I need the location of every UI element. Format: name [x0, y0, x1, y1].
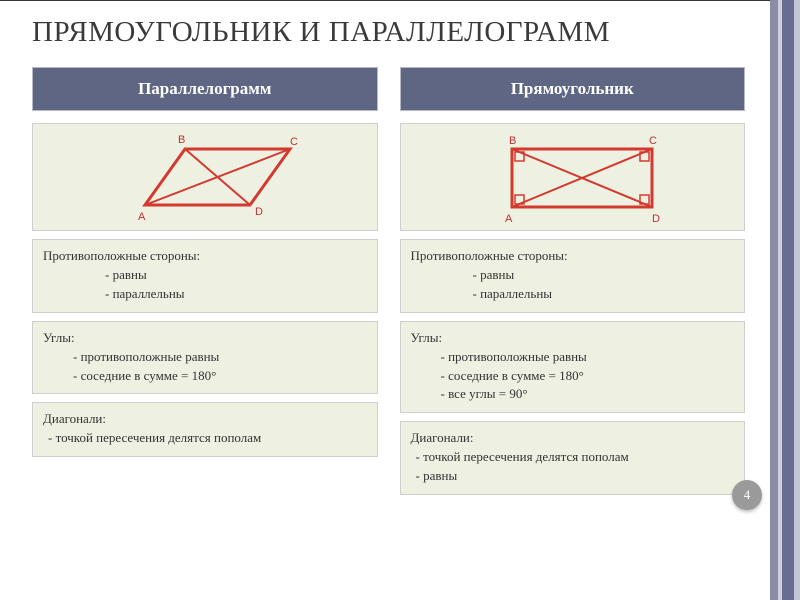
prop-title: Углы:: [43, 329, 367, 348]
rectangle-svg: A B C D: [457, 127, 687, 227]
vertex-a: A: [138, 211, 146, 223]
right-prop-2: Диагонали: - точкой пересечения делятся …: [400, 421, 746, 495]
right-prop-0: Противоположные стороны: - равны - парал…: [400, 239, 746, 313]
prop-item: - равны: [411, 266, 735, 285]
prop-item: - противоположные равны: [43, 348, 367, 367]
prop-item: - противоположные равны: [411, 348, 735, 367]
column-left: Параллелограмм A B C D Противоположные с…: [32, 67, 378, 494]
vertex-d: D: [652, 213, 660, 225]
prop-item: - равны: [43, 266, 367, 285]
left-prop-2: Диагонали: - точкой пересечения делятся …: [32, 402, 378, 457]
prop-item: - равны: [411, 467, 735, 486]
prop-title: Противоположные стороны:: [411, 247, 735, 266]
vertex-c: C: [290, 136, 298, 148]
left-header: Параллелограмм: [32, 67, 378, 111]
column-right: Прямоугольник A B C D П: [400, 67, 746, 494]
decorative-right-bars: [770, 0, 800, 600]
vertex-c: C: [649, 135, 657, 147]
vertex-a: A: [505, 213, 513, 225]
parallelogram-svg: A B C D: [90, 127, 320, 227]
vertex-b: B: [178, 134, 185, 146]
left-prop-0: Противоположные стороны: - равны - парал…: [32, 239, 378, 313]
prop-item: - соседние в сумме = 180°: [411, 367, 735, 386]
right-header: Прямоугольник: [400, 67, 746, 111]
prop-item: - точкой пересечения делятся пополам: [411, 448, 735, 467]
prop-item: - параллельны: [411, 285, 735, 304]
prop-title: Противоположные стороны:: [43, 247, 367, 266]
prop-item: - параллельны: [43, 285, 367, 304]
left-prop-1: Углы: - противоположные равны - соседние…: [32, 321, 378, 395]
prop-item: - соседние в сумме = 180°: [43, 367, 367, 386]
prop-item: - все углы = 90°: [411, 385, 735, 404]
vertex-b: B: [509, 135, 516, 147]
columns: Параллелограмм A B C D Противоположные с…: [32, 67, 745, 494]
prop-title: Диагонали:: [43, 410, 367, 429]
page-title: ПРЯМОУГОЛЬНИК И ПАРАЛЛЕЛОГРАММ: [32, 16, 745, 49]
rectangle-figure: A B C D: [400, 123, 746, 231]
parallelogram-figure: A B C D: [32, 123, 378, 231]
page-number-badge: 4: [732, 480, 762, 510]
prop-item: - точкой пересечения делятся пополам: [43, 429, 367, 448]
right-prop-1: Углы: - противоположные равны - соседние…: [400, 321, 746, 413]
prop-title: Углы:: [411, 329, 735, 348]
vertex-d: D: [255, 206, 263, 218]
prop-title: Диагонали:: [411, 429, 735, 448]
slide: ПРЯМОУГОЛЬНИК И ПАРАЛЛЕЛОГРАММ Параллело…: [0, 0, 770, 570]
